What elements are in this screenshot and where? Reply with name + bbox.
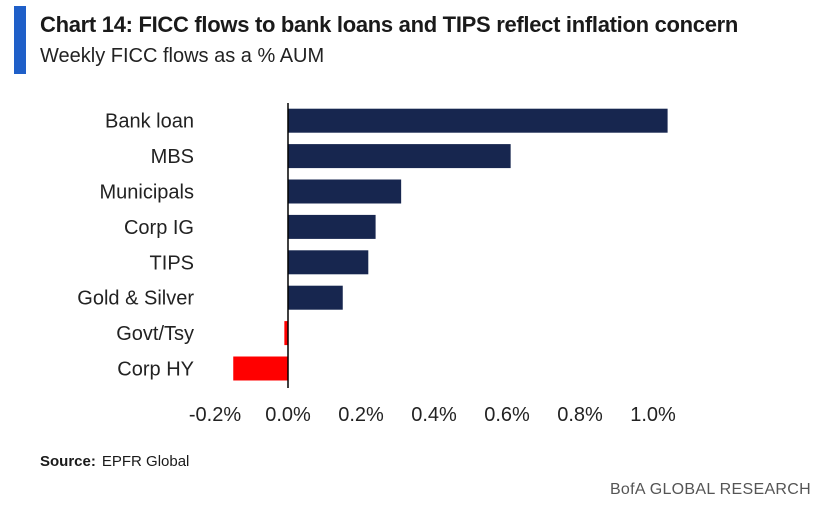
x-tick-label: -0.2% <box>189 404 241 426</box>
category-label: Bank loan <box>105 111 194 133</box>
category-label: MBS <box>151 146 194 168</box>
x-tick-label: 0.0% <box>265 404 311 426</box>
chart-title: Chart 14: FICC flows to bank loans and T… <box>40 12 739 37</box>
x-tick-label: 0.8% <box>557 404 603 426</box>
chart-subtitle: Weekly FICC flows as a % AUM <box>40 45 325 67</box>
bar-tips <box>288 250 369 275</box>
bar-corp-hy <box>233 356 288 381</box>
bar-corp-ig <box>288 214 376 239</box>
x-tick-label: 1.0% <box>630 404 676 426</box>
source-note: Source: EPFR Global <box>40 453 189 470</box>
category-label: Corp HY <box>117 359 194 381</box>
bar-bank-loan <box>288 108 668 133</box>
bar-mbs <box>288 144 511 169</box>
category-label: TIPS <box>150 252 194 274</box>
bar-govt-tsy <box>284 321 288 346</box>
category-label: Govt/Tsy <box>116 323 194 345</box>
title-accent-bar <box>14 6 26 74</box>
brand-mark: BofA GLOBAL RESEARCH <box>609 481 811 498</box>
source-value: EPFR Global <box>101 453 190 470</box>
x-tick-label: 0.2% <box>338 404 384 426</box>
bar-municipals <box>288 179 402 204</box>
x-tick-label: 0.4% <box>411 404 457 426</box>
source-label: Source: <box>40 453 96 470</box>
category-label: Corp IG <box>124 217 194 239</box>
category-label: Gold & Silver <box>77 288 194 310</box>
x-tick-label: 0.6% <box>484 404 530 426</box>
bar-gold-silver <box>288 285 343 310</box>
category-label: Municipals <box>100 182 194 204</box>
